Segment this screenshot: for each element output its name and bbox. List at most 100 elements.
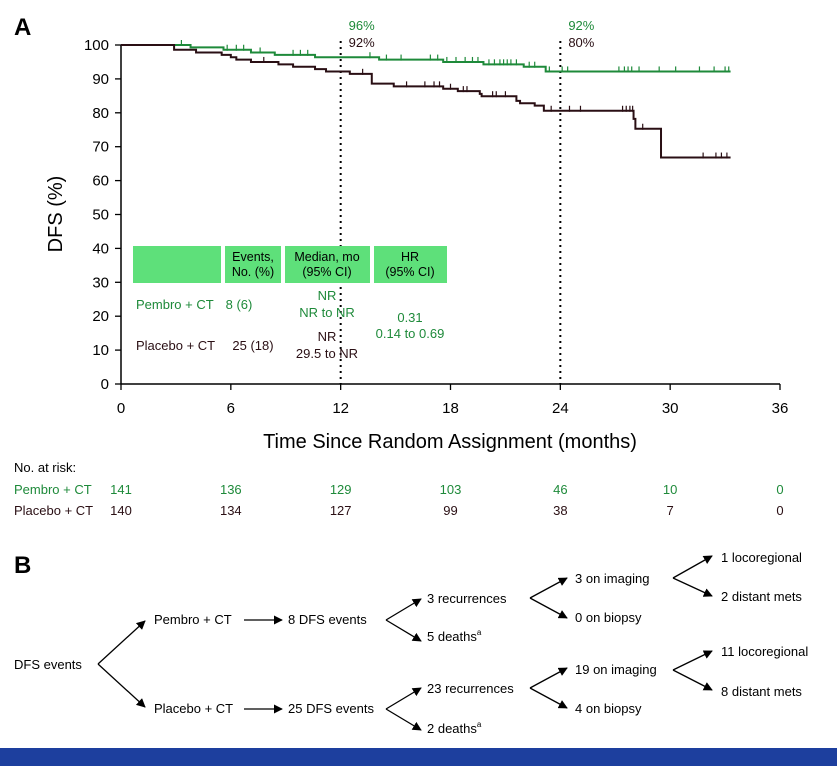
y-tick-label: 90 (92, 71, 109, 88)
arrow-pembro-deaths (385, 619, 422, 642)
risk-value: 141 (110, 482, 132, 497)
risk-value: 99 (443, 503, 457, 518)
risk-value: 134 (220, 503, 242, 518)
table-header-cell-group (133, 246, 221, 283)
table-row-pembro-group: Pembro + CT (136, 297, 214, 312)
table-row-placebo-median: NR (318, 329, 337, 344)
risk-value: 46 (553, 482, 567, 497)
flow-pembro-deaths-text: 5 deaths (427, 629, 477, 644)
panel-a-label: A (14, 14, 31, 41)
header-hr-line2: (95% CI) (385, 265, 434, 279)
km-curves (121, 40, 731, 159)
arrow-pembro-locoregional (672, 555, 713, 579)
arrow-placebo-imaging (529, 667, 568, 689)
flow-pembro-group: Pembro + CT (154, 612, 232, 627)
annotation-pembro: 96% (349, 18, 375, 33)
header-events-line1: Events, (232, 250, 274, 264)
table-row-pembro-median-ci: NR to NR (299, 305, 355, 320)
flow-placebo-biopsy: 4 on biopsy (575, 701, 642, 716)
header-hr-line1: HR (401, 250, 419, 264)
table-header-cell-events (225, 246, 281, 283)
x-ticks: 0 6 12 18 24 30 36 (117, 384, 789, 417)
flow-placebo-deaths: 2 deathsa (427, 720, 482, 736)
y-ticks: 0 10 20 30 40 50 60 70 80 90 100 (84, 37, 121, 393)
y-tick-label: 100 (84, 37, 109, 54)
flow-pembro-biopsy: 0 on biopsy (575, 610, 642, 625)
flow-diagram: DFS events Pembro + CT 8 DFS events 3 re… (14, 550, 808, 736)
arrow-placebo-biopsy (529, 687, 568, 709)
flow-placebo-imaging: 19 on imaging (575, 662, 657, 677)
flow-placebo-locoregional: 11 locoregional (721, 644, 808, 659)
risk-table: No. at risk: Pembro + CT Placebo + CT 14… (14, 460, 784, 518)
y-tick-label: 40 (92, 240, 109, 257)
y-tick-label: 50 (92, 207, 109, 224)
table-header-cell-hr (374, 246, 447, 283)
risk-value: 127 (330, 503, 352, 518)
risk-value: 0 (776, 503, 783, 518)
flow-pembro-deaths: 5 deathsa (427, 628, 482, 644)
x-tick-label: 36 (772, 400, 789, 417)
x-tick-label: 30 (662, 400, 679, 417)
km-curve-placebo (121, 44, 731, 159)
flow-pembro-imaging: 3 on imaging (575, 571, 649, 586)
plot-axes (120, 45, 780, 385)
arrow-placebo-deaths (385, 708, 422, 731)
risk-value: 136 (220, 482, 242, 497)
risk-row-placebo-label: Placebo + CT (14, 503, 93, 518)
flow-placebo-distant: 8 distant mets (721, 684, 802, 699)
x-tick-label: 0 (117, 400, 125, 417)
flow-placebo-recurrences: 23 recurrences (427, 681, 514, 696)
flow-pembro-recurrences: 3 recurrences (427, 591, 507, 606)
x-tick-label: 18 (442, 400, 459, 417)
arrow-placebo-distant (672, 669, 713, 691)
y-tick-label: 10 (92, 342, 109, 359)
arrow-pembro-imaging (529, 577, 568, 599)
hr-value: 0.31 (397, 310, 422, 325)
arrow-pembro-recurrences (385, 598, 422, 621)
reference-lines: 96% 92% 92% 80% (339, 18, 595, 384)
x-tick-label: 24 (552, 400, 569, 417)
table-header-cell-median (285, 246, 370, 283)
table-row-placebo-median-ci: 29.5 to NR (296, 346, 358, 361)
flow-placebo-events: 25 DFS events (288, 701, 374, 716)
y-tick-label: 80 (92, 105, 109, 122)
x-axis-label: Time Since Random Assignment (months) (263, 431, 637, 453)
panel-b-label: B (14, 552, 31, 579)
x-tick-label: 6 (227, 400, 235, 417)
y-tick-label: 0 (101, 376, 109, 393)
flow-placebo-deaths-sup: a (477, 720, 482, 729)
hr-ci: 0.14 to 0.69 (376, 326, 445, 341)
table-row-pembro-events: 8 (6) (226, 297, 253, 312)
header-events-line2: No. (%) (232, 265, 274, 279)
x-tick-label: 12 (332, 400, 349, 417)
y-tick-label: 60 (92, 173, 109, 190)
risk-table-title: No. at risk: (14, 460, 76, 475)
y-tick-label: 30 (92, 274, 109, 291)
arrow-root-pembro (97, 620, 146, 665)
arrow-pembro-biopsy (529, 597, 568, 619)
table-row-pembro-median: NR (318, 288, 337, 303)
flow-placebo-deaths-text: 2 deaths (427, 721, 477, 736)
bottom-bar (0, 748, 837, 766)
risk-value: 103 (440, 482, 462, 497)
risk-value: 140 (110, 503, 132, 518)
arrow-placebo-recurrences (385, 687, 422, 710)
arrow-pembro-distant (672, 577, 713, 597)
flow-pembro-locoregional: 1 locoregional (721, 550, 802, 565)
header-median-line2: (95% CI) (302, 265, 351, 279)
annotation-placebo: 80% (568, 35, 594, 50)
risk-value: 10 (663, 482, 677, 497)
risk-values: 141 136 129 103 46 10 0 140 134 127 99 38 7 0 (110, 482, 783, 518)
header-median-line1: Median, mo (294, 250, 359, 264)
risk-value: 129 (330, 482, 352, 497)
table-row-placebo-group: Placebo + CT (136, 338, 215, 353)
y-tick-label: 20 (92, 308, 109, 325)
flow-root: DFS events (14, 657, 82, 672)
flow-pembro-events: 8 DFS events (288, 612, 367, 627)
table-row-placebo-events: 25 (18) (232, 338, 273, 353)
arrow-root-placebo (97, 663, 146, 708)
km-curve-pembro (121, 44, 731, 73)
inset-summary-table: Events, No. (%) Median, mo (95% CI) HR (… (133, 246, 447, 361)
risk-row-pembro-label: Pembro + CT (14, 482, 92, 497)
